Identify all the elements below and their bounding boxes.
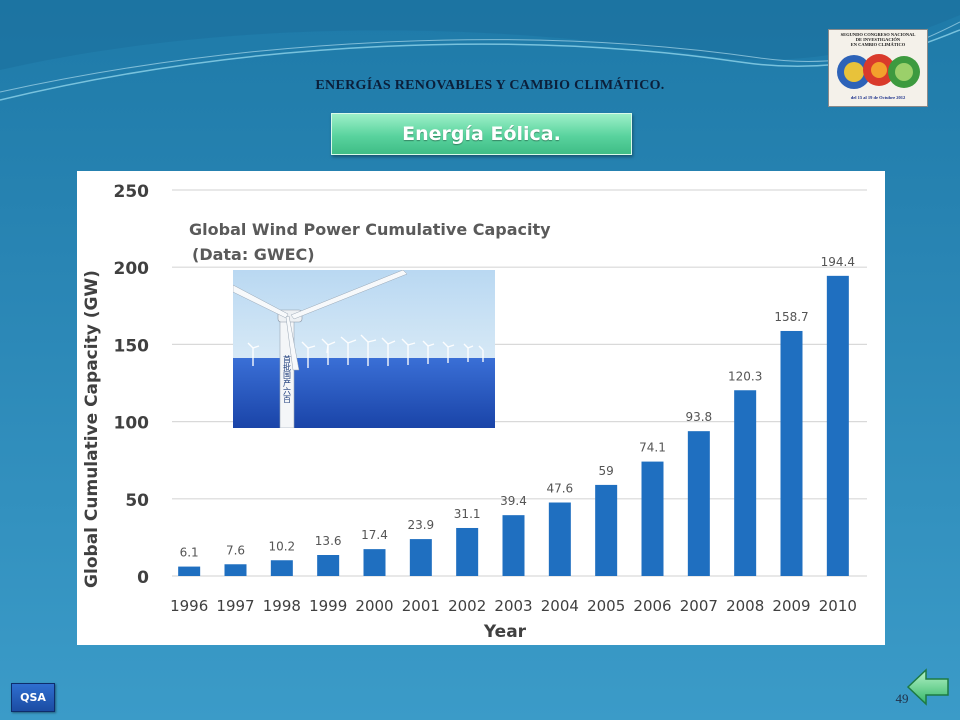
back-arrow-icon[interactable]	[906, 667, 950, 707]
x-tick-label: 1998	[263, 597, 301, 615]
x-tick-label: 2010	[819, 597, 857, 615]
bar-2006	[641, 461, 664, 576]
globes-icon	[837, 54, 920, 89]
data-label: 59	[599, 464, 614, 478]
logo-line-1: SEGUNDO CONGRESO NACIONAL	[840, 32, 916, 37]
y-tick-label: 150	[114, 336, 150, 356]
y-tick-label: 50	[125, 491, 149, 511]
x-tick-label: 2008	[726, 597, 764, 615]
bar-2004	[548, 502, 571, 576]
data-label: 93.8	[685, 410, 712, 424]
data-label: 74.1	[639, 441, 666, 455]
qsa-logo: QSA	[11, 683, 55, 712]
data-label: 39.4	[500, 494, 527, 508]
y-tick-label: 100	[114, 414, 150, 434]
x-tick-label: 2007	[680, 597, 718, 615]
x-tick-label: 2000	[355, 597, 393, 615]
y-axis-label: Global Cumulative Capacity (GW)	[82, 270, 102, 588]
data-label: 31.1	[454, 507, 481, 521]
x-tick-label: 2002	[448, 597, 486, 615]
data-label: 7.6	[226, 543, 245, 557]
x-tick-label: 2009	[772, 597, 810, 615]
logo-date: del 15 al 19 de Octubre 2012	[850, 95, 906, 100]
bar-2005	[595, 484, 618, 576]
wind-turbine-photo: 首批国产六百	[233, 270, 495, 428]
bar-chart: 0 50 100 150 200 250 6.1 1996 7.6 1997 10.2 1998 13.…	[82, 182, 867, 642]
bar-2010	[826, 275, 849, 576]
bar-1997	[224, 564, 247, 576]
data-label: 194.4	[821, 255, 855, 269]
bar-2001	[409, 539, 432, 576]
bar-2003	[502, 515, 525, 576]
y-tick-label: 0	[137, 568, 149, 588]
chart-panel: 0 50 100 150 200 250 6.1 1996 7.6 1997 10.2 1998 13.…	[77, 171, 885, 645]
bar-1999	[317, 555, 340, 576]
data-label: 158.7	[774, 310, 808, 324]
x-tick-label: 2003	[494, 597, 532, 615]
x-tick-label: 1997	[216, 597, 254, 615]
x-tick-label: 2001	[402, 597, 440, 615]
congress-logo: SEGUNDO CONGRESO NACIONAL DE INVESTIGACI…	[828, 29, 928, 107]
section-title: Energía Eólica.	[331, 113, 632, 155]
bar-1998	[270, 560, 293, 576]
page-number: 49	[895, 691, 909, 706]
header-swoosh	[0, 0, 960, 101]
logo-line-3: EN CAMBIO CLIMÁTICO	[850, 42, 906, 47]
header-title: ENERGÍAS RENOVABLES Y CAMBIO CLIMÁTICO.	[315, 78, 665, 93]
data-label: 13.6	[315, 534, 342, 548]
bar-2008	[734, 390, 757, 576]
chart-title-line-1: Global Wind Power Cumulative Capacity	[189, 220, 551, 239]
bar-2009	[780, 330, 803, 576]
data-label: 10.2	[268, 539, 295, 553]
bar-2002	[456, 527, 479, 576]
bar-1996	[178, 566, 201, 576]
x-tick-label: 2006	[633, 597, 671, 615]
x-tick-label: 1999	[309, 597, 347, 615]
y-tick-label: 250	[114, 182, 150, 202]
x-axis-label: Year	[483, 622, 527, 642]
data-label: 120.3	[728, 369, 762, 383]
tower-text: 首批国产六百	[283, 354, 292, 404]
logo-line-2: DE INVESTIGACIÓN	[855, 37, 901, 42]
x-tick-label: 2004	[541, 597, 579, 615]
y-tick-label: 200	[114, 259, 150, 279]
x-tick-label: 1996	[170, 597, 208, 615]
data-label: 17.4	[361, 528, 388, 542]
data-label: 23.9	[407, 518, 434, 532]
data-label: 6.1	[180, 546, 199, 560]
bar-2000	[363, 549, 386, 576]
x-tick-label: 2005	[587, 597, 625, 615]
chart-title-line-2: (Data: GWEC)	[192, 245, 315, 264]
data-label: 47.6	[546, 482, 573, 496]
bar-2007	[687, 431, 710, 576]
